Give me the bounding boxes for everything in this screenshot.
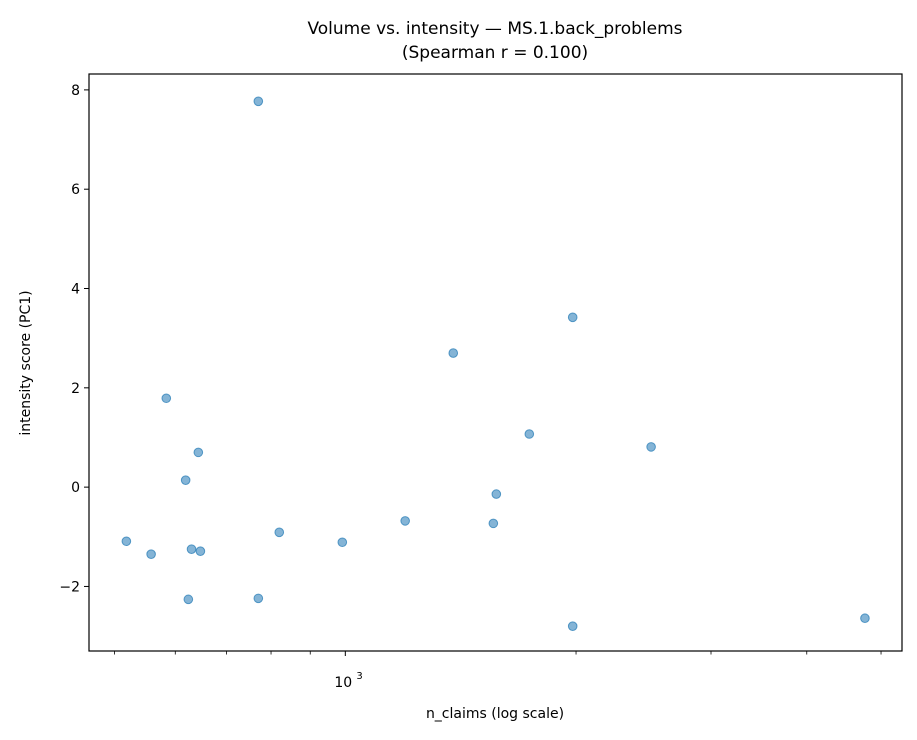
data-point	[146, 549, 156, 559]
chart-subtitle: (Spearman r = 0.100)	[402, 43, 588, 63]
data-point	[400, 516, 410, 526]
data-point	[193, 447, 204, 458]
data-point	[448, 348, 459, 358]
x-tick-label: 10	[334, 675, 352, 691]
x-axis-label: n_claims (log scale)	[426, 706, 564, 722]
data-point	[646, 442, 656, 452]
y-tick-label: 0	[71, 480, 80, 496]
x-tick-label-exponent: 3	[356, 671, 362, 682]
data-point	[186, 544, 197, 555]
data-point	[121, 536, 132, 547]
data-point	[567, 621, 578, 631]
data-point	[524, 429, 535, 439]
plot-area-frame	[88, 73, 903, 652]
data-point	[488, 518, 499, 529]
chart-title: Volume vs. intensity — MS.1.back_problem…	[307, 19, 682, 39]
data-point	[860, 613, 870, 624]
data-point	[567, 312, 578, 323]
y-tick-label: 8	[71, 83, 80, 99]
data-point	[491, 489, 502, 499]
y-tick-label: −2	[59, 579, 80, 595]
y-tick-label: 4	[71, 282, 80, 298]
data-point	[180, 475, 191, 485]
data-point	[337, 537, 348, 548]
y-axis-label: intensity score (PC1)	[18, 290, 34, 435]
data-point	[161, 393, 172, 404]
data-point	[274, 527, 285, 538]
data-point	[253, 96, 264, 107]
data-point	[253, 593, 264, 604]
y-tick-label: 2	[71, 381, 80, 397]
data-point	[195, 546, 206, 556]
y-tick-label: 6	[71, 182, 80, 198]
data-point	[183, 594, 194, 605]
